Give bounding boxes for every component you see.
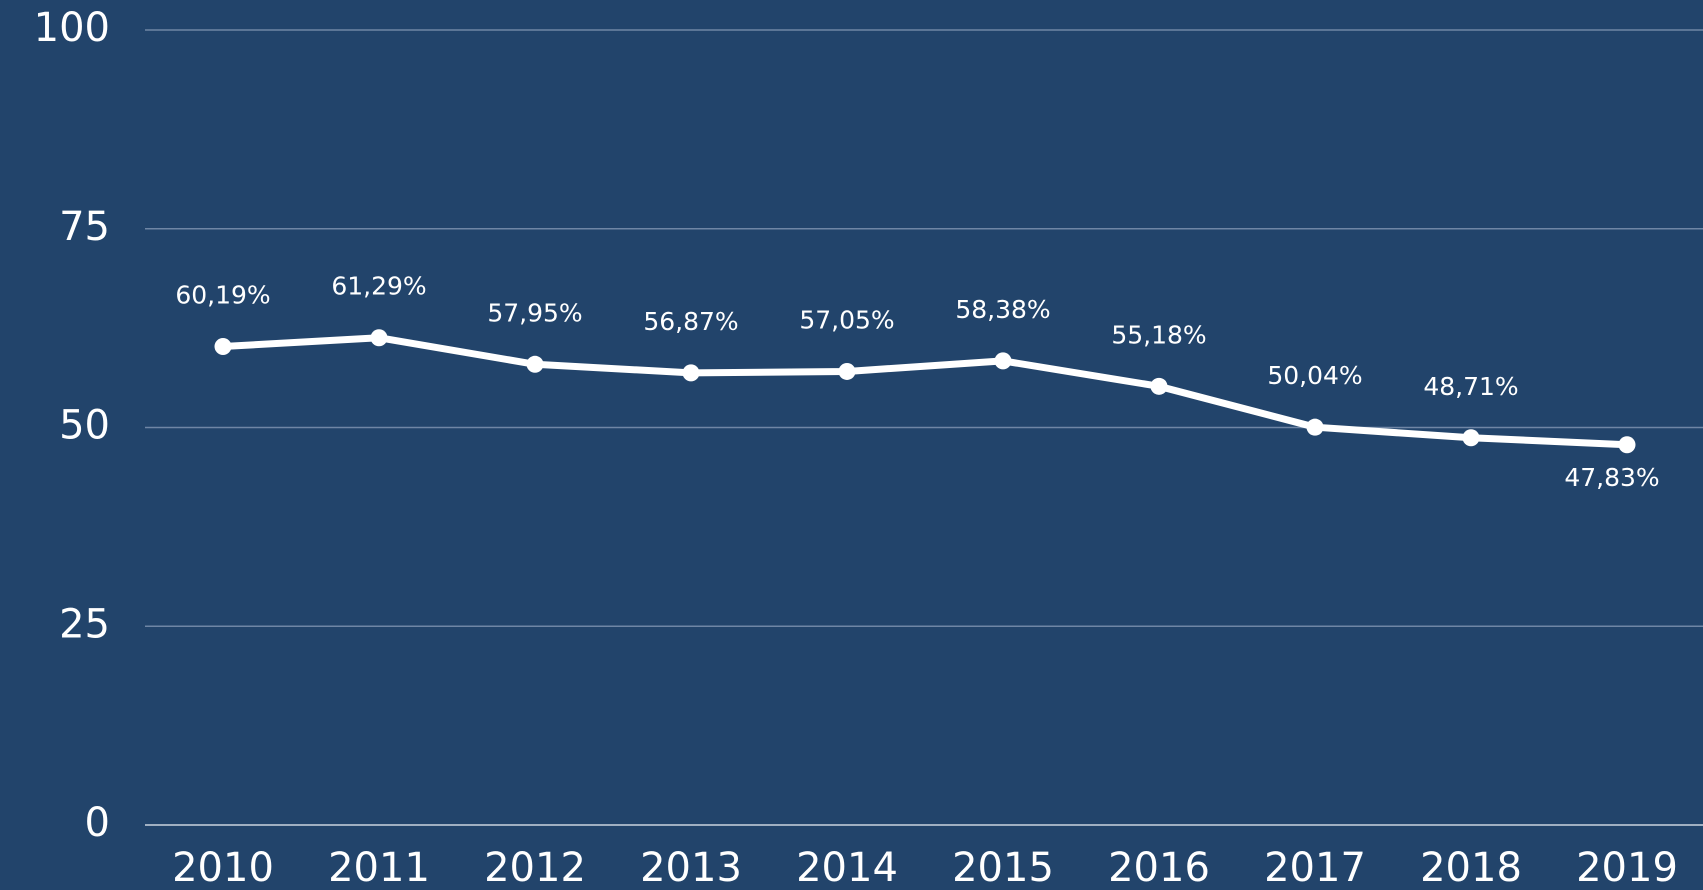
x-tick-label: 2019 <box>1576 845 1678 890</box>
y-tick-label: 100 <box>34 5 110 51</box>
value-label: 55,18% <box>1111 320 1206 349</box>
value-label: 60,19% <box>175 280 270 309</box>
point <box>214 337 232 355</box>
y-tick-label: 50 <box>59 403 110 449</box>
line <box>222 334 1628 449</box>
value-label: 57,05% <box>799 305 894 334</box>
value-label: 58,38% <box>955 295 1050 324</box>
y-tick-label: 25 <box>59 601 110 647</box>
x-tick-label: 2014 <box>796 845 898 890</box>
x-tick-label: 2011 <box>328 845 430 890</box>
point <box>370 329 388 347</box>
x-tick-label: 2015 <box>952 845 1054 890</box>
value-label: 50,04% <box>1267 361 1362 390</box>
point <box>838 362 856 380</box>
value-label: 56,87% <box>643 307 738 336</box>
point <box>682 364 700 382</box>
x-tick-label: 2018 <box>1420 845 1522 890</box>
x-tick-label: 2016 <box>1108 845 1210 890</box>
value-label: 57,95% <box>487 298 582 327</box>
point <box>994 352 1012 370</box>
point <box>1150 377 1168 395</box>
point <box>1618 436 1636 454</box>
x-tick-label: 2010 <box>172 845 274 890</box>
value-label: 47,83% <box>1564 463 1659 492</box>
y-tick-label: 0 <box>85 800 110 846</box>
x-tick-label: 2013 <box>640 845 742 890</box>
x-tick-label: 2012 <box>484 845 586 890</box>
y-tick-label: 75 <box>59 204 110 250</box>
point <box>1306 418 1324 436</box>
point <box>1462 429 1480 447</box>
value-label: 61,29% <box>331 272 426 301</box>
value-label: 48,71% <box>1423 372 1518 401</box>
x-tick-label: 2017 <box>1264 845 1366 890</box>
point <box>526 355 544 373</box>
